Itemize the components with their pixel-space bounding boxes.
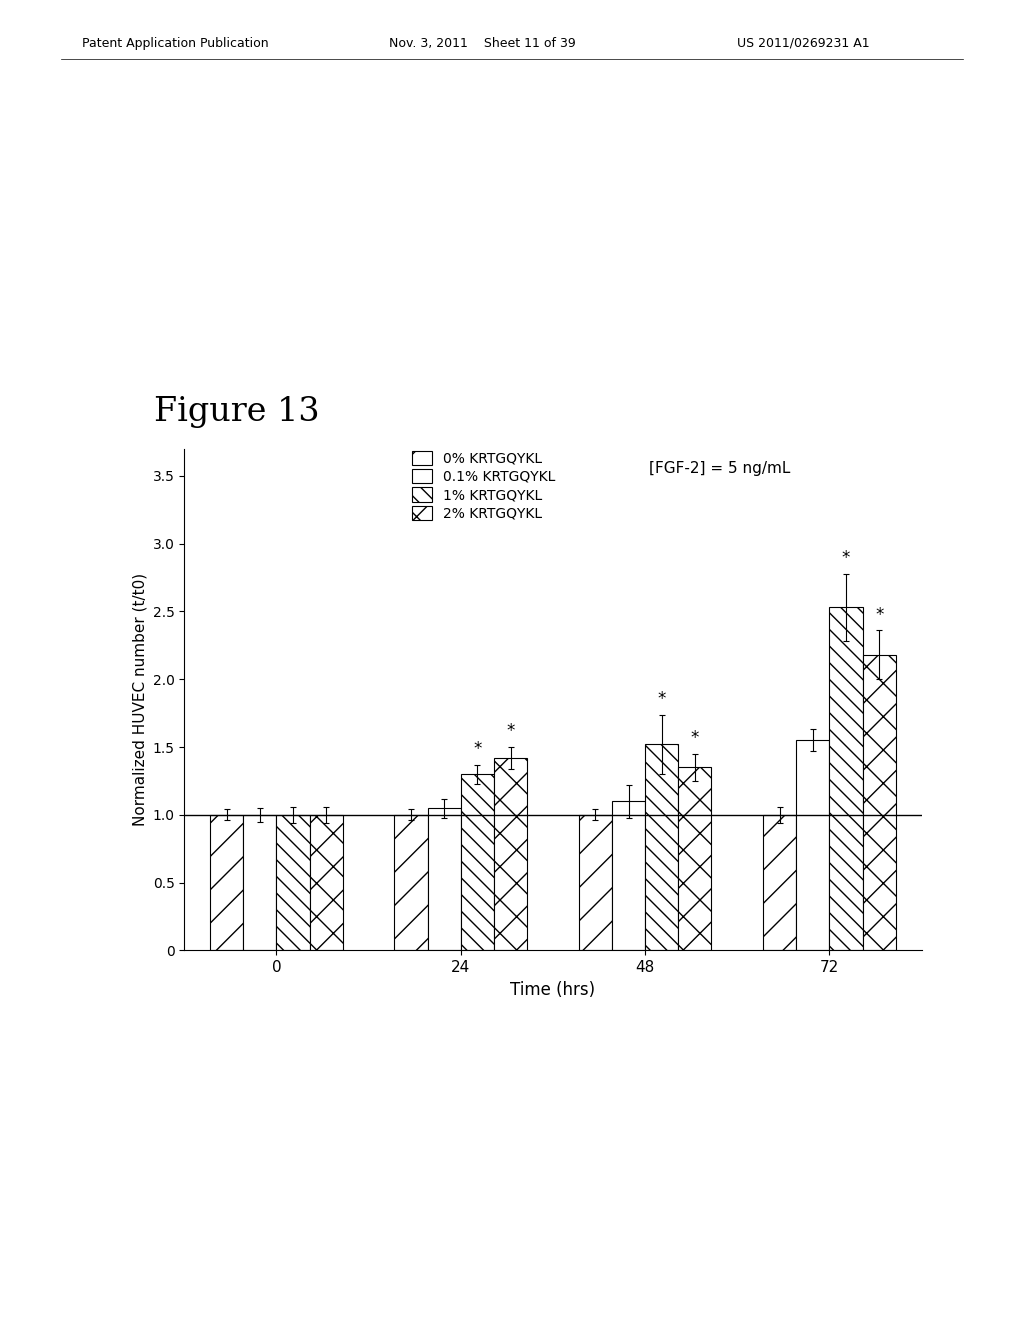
Text: Figure 13: Figure 13 [154, 396, 319, 428]
Bar [276, 814, 309, 950]
Text: Nov. 3, 2011    Sheet 11 of 39: Nov. 3, 2011 Sheet 11 of 39 [389, 37, 575, 50]
Bar [494, 758, 527, 950]
Y-axis label: Normalized HUVEC number (t/t0): Normalized HUVEC number (t/t0) [132, 573, 147, 826]
Bar [579, 814, 612, 950]
Legend: 0% KRTGQYKL, 0.1% KRTGQYKL, 1% KRTGQYKL, 2% KRTGQYKL: 0% KRTGQYKL, 0.1% KRTGQYKL, 1% KRTGQYKL,… [413, 450, 555, 520]
Text: *: * [507, 722, 515, 741]
Bar [244, 814, 276, 950]
Bar [763, 814, 797, 950]
Bar [829, 607, 862, 950]
Bar [645, 744, 678, 950]
Text: [FGF-2] = 5 ng/mL: [FGF-2] = 5 ng/mL [649, 461, 791, 477]
Text: *: * [842, 549, 850, 566]
Bar [428, 808, 461, 950]
Bar [678, 767, 712, 950]
Text: Patent Application Publication: Patent Application Publication [82, 37, 268, 50]
Bar [210, 814, 244, 950]
Bar [612, 801, 645, 950]
Text: *: * [876, 606, 884, 623]
Bar [309, 814, 343, 950]
Text: *: * [473, 741, 481, 758]
Bar [461, 774, 494, 950]
Text: *: * [657, 690, 666, 708]
Bar [394, 814, 428, 950]
X-axis label: Time (hrs): Time (hrs) [510, 981, 596, 999]
Bar [797, 741, 829, 950]
Bar [862, 655, 896, 950]
Text: *: * [691, 729, 699, 747]
Text: US 2011/0269231 A1: US 2011/0269231 A1 [737, 37, 870, 50]
